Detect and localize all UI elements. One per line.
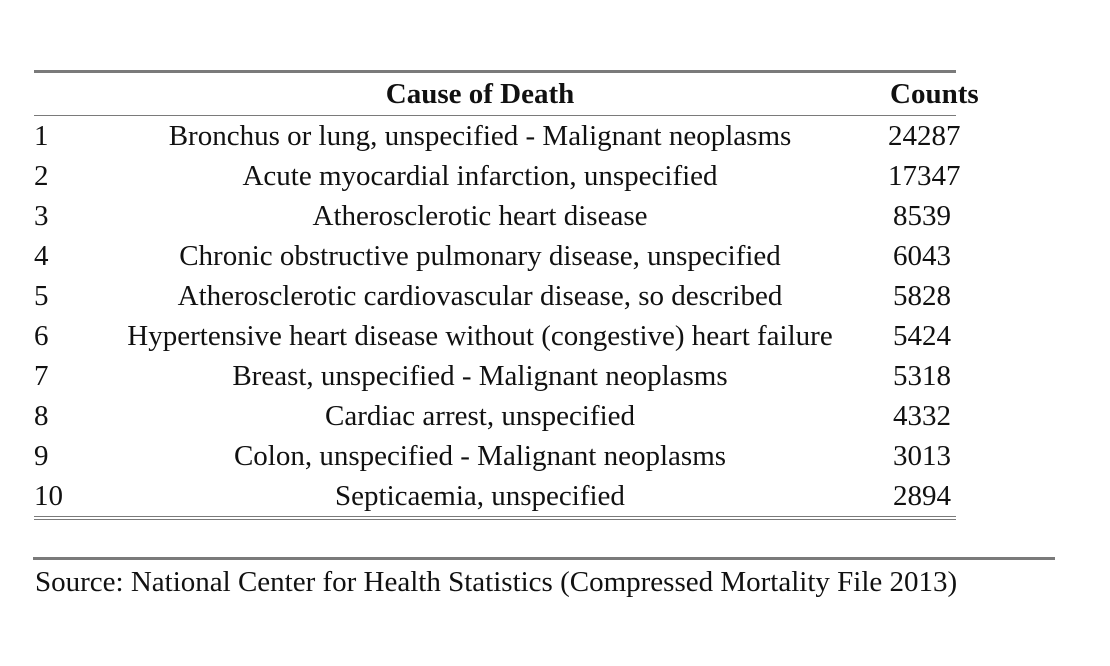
table-row: 4 Chronic obstructive pulmonary disease,… bbox=[34, 236, 956, 276]
header-cause-of-death: Cause of Death bbox=[385, 78, 575, 110]
row-rank: 4 bbox=[34, 240, 49, 272]
row-cause: Colon, unspecified - Malignant neoplasms bbox=[233, 440, 727, 472]
row-rank: 1 bbox=[34, 120, 49, 152]
table-row: 7 Breast, unspecified - Malignant neopla… bbox=[34, 356, 956, 396]
row-count: 17347 bbox=[888, 160, 961, 192]
cause-of-death-table: Cause of Death Counts 1 Bronchus or lung… bbox=[34, 73, 979, 516]
table-row: 6 Hypertensive heart disease without (co… bbox=[34, 316, 956, 356]
header-rule bbox=[34, 115, 956, 116]
row-cause: Acute myocardial infarction, unspecified bbox=[242, 160, 718, 192]
row-count: 2894 bbox=[893, 480, 951, 512]
row-count: 3013 bbox=[893, 440, 951, 472]
row-rank: 2 bbox=[34, 160, 49, 192]
mortality-table: Cause of Death Counts 1 Bronchus or lung… bbox=[34, 70, 979, 520]
row-count: 4332 bbox=[893, 400, 951, 432]
row-rank: 6 bbox=[34, 320, 49, 352]
table-row: 8 Cardiac arrest, unspecified 4332 bbox=[34, 396, 956, 436]
row-rank: 5 bbox=[34, 280, 49, 312]
table-row: 10 Septicaemia, unspecified 2894 bbox=[34, 476, 956, 516]
row-cause: Atherosclerotic heart disease bbox=[312, 200, 648, 232]
row-cause: Atherosclerotic cardiovascular disease, … bbox=[177, 280, 783, 312]
row-rank: 3 bbox=[34, 200, 49, 232]
table-row: 3 Atherosclerotic heart disease 8539 bbox=[34, 196, 956, 236]
source-note: Source: National Center for Health Stati… bbox=[33, 557, 1055, 604]
row-count: 5318 bbox=[893, 360, 951, 392]
row-count: 5424 bbox=[893, 320, 951, 352]
table-body: 1 Bronchus or lung, unspecified - Malign… bbox=[34, 115, 961, 516]
row-rank: 9 bbox=[34, 440, 49, 472]
row-rank: 8 bbox=[34, 400, 49, 432]
table-bottom-rule bbox=[34, 516, 956, 520]
source-text: Source: National Center for Health Stati… bbox=[35, 566, 958, 598]
table-row: 1 Bronchus or lung, unspecified - Malign… bbox=[34, 116, 961, 156]
row-cause: Chronic obstructive pulmonary disease, u… bbox=[179, 240, 781, 272]
table-row: 9 Colon, unspecified - Malignant neoplas… bbox=[34, 436, 956, 476]
row-cause: Breast, unspecified - Malignant neoplasm… bbox=[232, 360, 728, 392]
header-counts: Counts bbox=[890, 78, 979, 110]
header-index bbox=[34, 73, 72, 115]
row-count: 6043 bbox=[893, 240, 951, 272]
row-rank: 7 bbox=[34, 360, 49, 392]
table-row: 5 Atherosclerotic cardiovascular disease… bbox=[34, 276, 956, 316]
table-header-row: Cause of Death Counts bbox=[34, 73, 979, 115]
row-cause: Cardiac arrest, unspecified bbox=[325, 400, 635, 432]
row-rank: 10 bbox=[34, 480, 63, 512]
table-row: 2 Acute myocardial infarction, unspecifi… bbox=[34, 156, 961, 196]
row-cause: Septicaemia, unspecified bbox=[335, 480, 625, 512]
row-count: 5828 bbox=[893, 280, 951, 312]
row-count: 24287 bbox=[888, 120, 961, 152]
table-top-rule bbox=[34, 70, 956, 73]
row-cause: Bronchus or lung, unspecified - Malignan… bbox=[168, 120, 792, 152]
row-count: 8539 bbox=[893, 200, 951, 232]
source-rule bbox=[33, 557, 1055, 560]
row-cause: Hypertensive heart disease without (cong… bbox=[127, 320, 833, 352]
